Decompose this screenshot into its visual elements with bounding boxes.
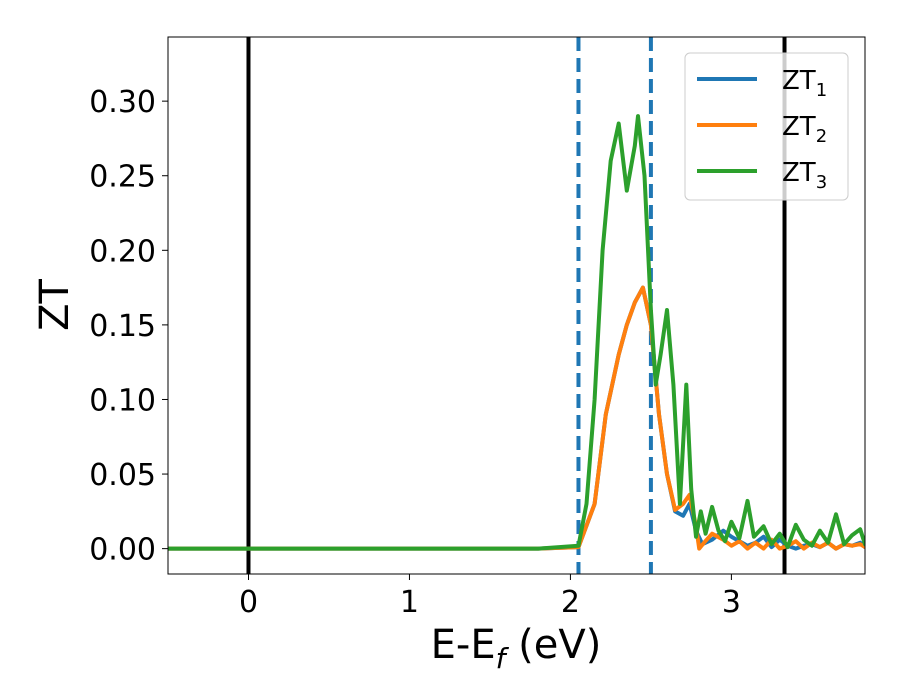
series-line-3: [168, 114, 865, 551]
x-axis-title: E-Ef (eV): [431, 622, 602, 675]
legend: ZT1 ZT2 ZT3: [684, 52, 849, 201]
x-tick-label: 1: [400, 585, 419, 620]
y-axis: 0.00 0.05 0.10 0.15 0.20 0.25 0.30: [89, 85, 168, 568]
legend-label-1: ZT1: [782, 66, 827, 101]
x-tick-label: 0: [239, 585, 258, 620]
x-tick-label: 3: [722, 585, 741, 620]
y-axis-title: ZT: [32, 279, 78, 331]
y-tick-label: 0.15: [89, 309, 156, 344]
x-axis-title-main: E-E: [431, 622, 496, 668]
y-tick-label: 0.10: [89, 383, 156, 418]
x-axis: 0 1 2 3: [239, 574, 741, 620]
y-tick-label: 0.30: [89, 85, 156, 120]
legend-box: [684, 52, 849, 201]
legend-label-3: ZT3: [782, 158, 827, 193]
legend-label-2: ZT2: [782, 112, 827, 147]
x-axis-title-unit: (eV): [505, 622, 601, 668]
y-tick-label: 0.25: [89, 160, 156, 195]
plot-frame: [167, 36, 866, 575]
y-tick-label: 0.00: [89, 533, 156, 568]
y-tick-label: 0.20: [89, 234, 156, 269]
series-line-2: [168, 285, 865, 551]
series-lines: [168, 114, 865, 551]
y-tick-label: 0.05: [89, 458, 156, 493]
x-tick-label: 2: [561, 585, 580, 620]
